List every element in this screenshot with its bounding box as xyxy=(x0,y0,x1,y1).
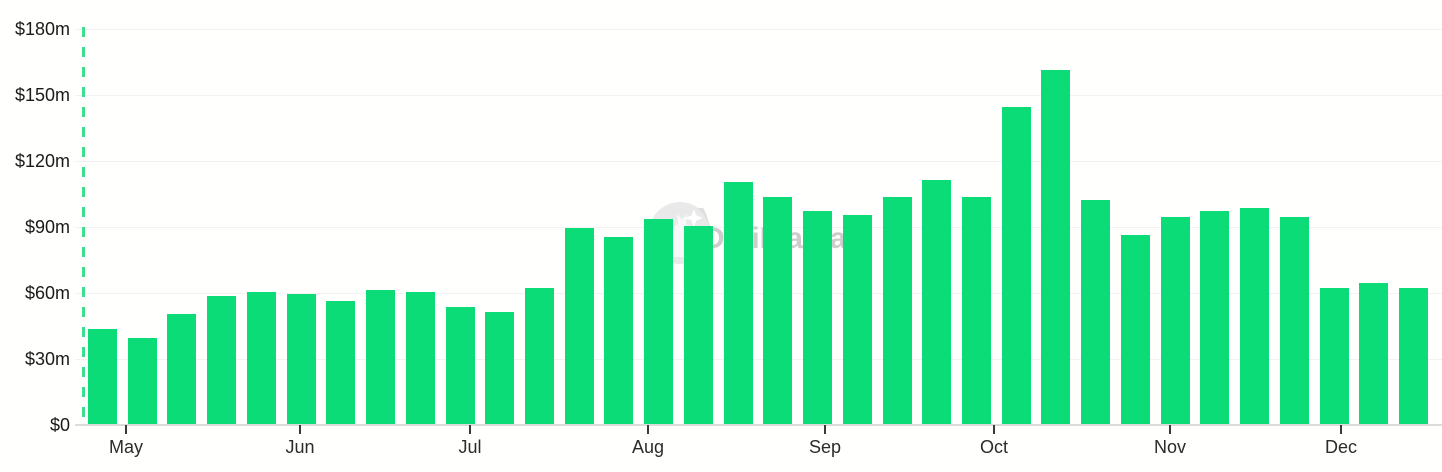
x-axis-label: Dec xyxy=(1324,437,1358,457)
y-axis-label: $30m xyxy=(24,349,70,369)
bar[interactable] xyxy=(1200,210,1229,424)
start-dashed-line xyxy=(82,27,85,425)
bar[interactable] xyxy=(1280,217,1309,424)
x-axis-tick xyxy=(1340,425,1342,434)
gridline xyxy=(75,359,1442,360)
bar[interactable] xyxy=(406,292,435,424)
bar[interactable] xyxy=(1081,199,1110,424)
bar[interactable] xyxy=(1041,69,1070,424)
y-axis-label: $120m xyxy=(14,151,70,171)
y-axis-label: $180m xyxy=(14,19,70,39)
x-axis-label: Oct xyxy=(979,437,1009,457)
bar[interactable] xyxy=(1240,208,1269,424)
x-axis-tick xyxy=(647,425,649,434)
bar[interactable] xyxy=(366,289,395,424)
bar[interactable] xyxy=(1161,217,1190,424)
bar[interactable] xyxy=(565,228,594,424)
bar[interactable] xyxy=(724,182,753,424)
x-axis-label: Sep xyxy=(808,437,842,457)
bar[interactable] xyxy=(922,179,951,424)
bar[interactable] xyxy=(1121,234,1150,424)
bar[interactable] xyxy=(803,210,832,424)
x-axis-label: Jun xyxy=(285,437,315,457)
gridline xyxy=(75,293,1442,294)
y-axis-label: $60m xyxy=(24,283,70,303)
bar[interactable] xyxy=(1399,287,1428,424)
bar[interactable] xyxy=(525,287,554,424)
bar[interactable] xyxy=(167,314,196,424)
bar[interactable] xyxy=(326,300,355,424)
bar[interactable] xyxy=(485,311,514,424)
bar[interactable] xyxy=(128,338,157,424)
bar[interactable] xyxy=(1359,283,1388,424)
bar[interactable] xyxy=(1002,107,1031,424)
bar[interactable] xyxy=(962,197,991,424)
gridline xyxy=(75,227,1442,228)
bar[interactable] xyxy=(247,292,276,424)
y-axis-label: $0 xyxy=(49,415,70,435)
x-axis-label: Jul xyxy=(458,437,482,457)
bar[interactable] xyxy=(207,296,236,424)
x-axis-label: Nov xyxy=(1153,437,1187,457)
y-axis-label: $150m xyxy=(14,85,70,105)
x-axis-tick xyxy=(125,425,127,434)
gridline xyxy=(75,161,1442,162)
bar[interactable] xyxy=(763,197,792,424)
x-axis-tick xyxy=(469,425,471,434)
bar[interactable] xyxy=(604,237,633,424)
bar[interactable] xyxy=(644,219,673,424)
x-axis-label: Aug xyxy=(631,437,665,457)
bar[interactable] xyxy=(1320,287,1349,424)
y-axis-label: $90m xyxy=(24,217,70,237)
bar[interactable] xyxy=(883,197,912,424)
bar[interactable] xyxy=(446,307,475,424)
bar[interactable] xyxy=(88,329,117,424)
gridline xyxy=(75,95,1442,96)
bar[interactable] xyxy=(684,226,713,424)
x-axis-line xyxy=(75,424,1442,426)
x-axis-tick xyxy=(824,425,826,434)
bar[interactable] xyxy=(287,294,316,424)
x-axis-label: May xyxy=(108,437,144,457)
bar[interactable] xyxy=(843,215,872,424)
gridline xyxy=(75,29,1442,30)
x-axis-tick xyxy=(993,425,995,434)
x-axis-tick xyxy=(299,425,301,434)
x-axis-tick xyxy=(1169,425,1171,434)
